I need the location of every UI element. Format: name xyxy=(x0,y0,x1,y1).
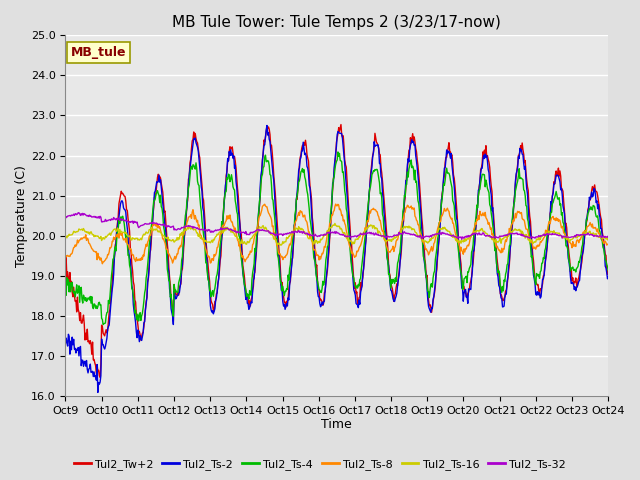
Y-axis label: Temperature (C): Temperature (C) xyxy=(15,165,28,266)
Tul2_Tw+2 xyxy=(337,122,345,128)
Tul2_Ts-32 xyxy=(128,219,136,225)
Tul2_Ts-8 xyxy=(212,252,220,258)
Line: Tul2_Tw+2: Tul2_Tw+2 xyxy=(65,125,608,377)
Tul2_Ts-8 xyxy=(128,251,136,257)
Tul2_Ts-8 xyxy=(420,241,428,247)
Tul2_Ts-2 xyxy=(71,346,79,351)
Tul2_Ts-8 xyxy=(71,242,79,248)
Tul2_Ts-2 xyxy=(604,275,612,280)
Tul2_Ts-4 xyxy=(183,197,191,203)
Tul2_Tw+2 xyxy=(128,261,136,267)
Tul2_Ts-32 xyxy=(183,223,191,229)
Tul2_Ts-32 xyxy=(404,231,412,237)
Tul2_Ts-4 xyxy=(128,286,136,291)
Tul2_Tw+2 xyxy=(604,268,612,274)
Tul2_Ts-2 xyxy=(94,390,102,396)
Tul2_Tw+2 xyxy=(61,269,69,275)
Line: Tul2_Ts-16: Tul2_Ts-16 xyxy=(65,224,608,245)
Tul2_Ts-16 xyxy=(331,221,339,227)
Tul2_Ts-16 xyxy=(604,236,612,241)
Tul2_Ts-16 xyxy=(420,239,428,244)
Line: Tul2_Ts-4: Tul2_Ts-4 xyxy=(65,152,608,324)
Tul2_Tw+2 xyxy=(183,203,191,208)
Tul2_Ts-32 xyxy=(419,234,427,240)
Tul2_Ts-8 xyxy=(61,255,69,261)
Tul2_Ts-16 xyxy=(127,237,135,243)
Text: MB_tule: MB_tule xyxy=(71,46,126,59)
Tul2_Ts-8 xyxy=(183,219,191,225)
Tul2_Ts-16 xyxy=(61,233,69,239)
Tul2_Ts-4 xyxy=(404,174,412,180)
Tul2_Ts-4 xyxy=(71,294,79,300)
Tul2_Ts-2 xyxy=(61,341,69,347)
Tul2_Ts-4 xyxy=(420,256,428,262)
Tul2_Ts-8 xyxy=(99,261,106,266)
Tul2_Ts-2 xyxy=(212,298,220,303)
Tul2_Ts-8 xyxy=(404,203,412,209)
Tul2_Tw+2 xyxy=(420,242,428,248)
Tul2_Tw+2 xyxy=(96,374,104,380)
X-axis label: Time: Time xyxy=(321,419,352,432)
Title: MB Tule Tower: Tule Temps 2 (3/23/17-now): MB Tule Tower: Tule Temps 2 (3/23/17-now… xyxy=(172,15,501,30)
Tul2_Ts-4 xyxy=(99,322,107,327)
Line: Tul2_Ts-8: Tul2_Ts-8 xyxy=(65,204,608,264)
Tul2_Ts-32 xyxy=(604,233,612,239)
Tul2_Ts-2 xyxy=(404,156,412,162)
Tul2_Ts-2 xyxy=(420,257,428,263)
Line: Tul2_Ts-2: Tul2_Ts-2 xyxy=(65,125,608,393)
Tul2_Ts-16 xyxy=(182,228,190,233)
Tul2_Ts-32 xyxy=(71,211,79,216)
Tul2_Ts-2 xyxy=(128,282,136,288)
Tul2_Ts-32 xyxy=(74,210,82,216)
Tul2_Ts-2 xyxy=(263,122,271,128)
Tul2_Tw+2 xyxy=(71,299,79,304)
Tul2_Ts-4 xyxy=(334,149,342,155)
Tul2_Ts-2 xyxy=(183,204,191,210)
Tul2_Ts-4 xyxy=(61,282,69,288)
Tul2_Ts-16 xyxy=(211,235,219,241)
Tul2_Ts-16 xyxy=(404,225,412,231)
Line: Tul2_Ts-32: Tul2_Ts-32 xyxy=(65,213,608,240)
Tul2_Ts-8 xyxy=(604,241,612,247)
Tul2_Tw+2 xyxy=(404,157,412,163)
Tul2_Ts-32 xyxy=(212,227,220,233)
Tul2_Ts-32 xyxy=(458,237,466,242)
Tul2_Ts-4 xyxy=(212,280,220,286)
Tul2_Ts-16 xyxy=(276,242,284,248)
Tul2_Tw+2 xyxy=(212,298,220,304)
Tul2_Ts-4 xyxy=(604,268,612,274)
Legend: Tul2_Tw+2, Tul2_Ts-2, Tul2_Ts-4, Tul2_Ts-8, Tul2_Ts-16, Tul2_Ts-32: Tul2_Tw+2, Tul2_Ts-2, Tul2_Ts-4, Tul2_Ts… xyxy=(69,455,571,474)
Tul2_Ts-8 xyxy=(332,201,339,207)
Tul2_Ts-16 xyxy=(71,229,79,235)
Tul2_Ts-32 xyxy=(61,216,69,222)
